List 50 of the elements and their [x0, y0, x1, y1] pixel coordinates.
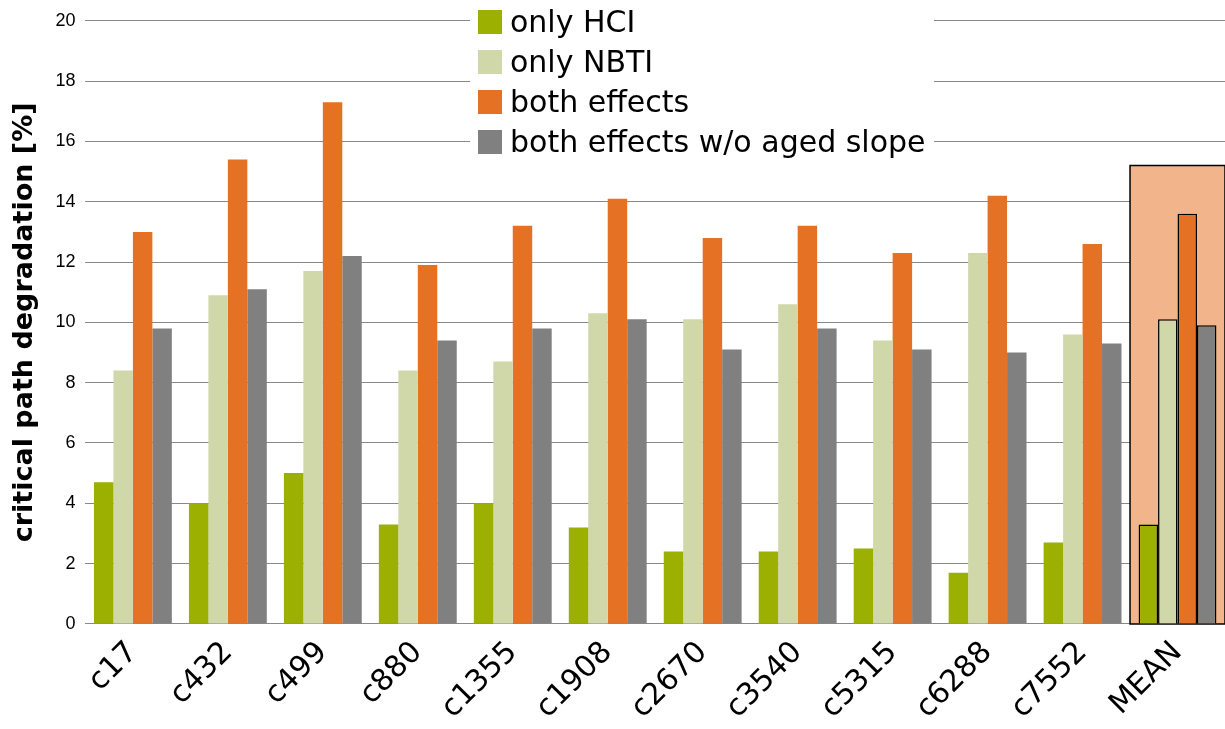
y-tick-label: 12 — [55, 251, 76, 272]
y-tick-label: 16 — [55, 130, 76, 151]
bar — [987, 195, 1008, 624]
bar — [93, 482, 114, 624]
bar — [1063, 334, 1083, 624]
y-tick-label: 4 — [65, 492, 76, 513]
legend-label: both effects — [510, 83, 690, 121]
bar — [797, 225, 818, 624]
bar — [968, 252, 988, 624]
bar — [322, 102, 343, 624]
legend-label: both effects w/o aged slope — [510, 123, 926, 161]
y-tick-label: 6 — [65, 431, 76, 452]
y-tick-label: 8 — [65, 371, 76, 392]
bar — [778, 304, 798, 624]
bar — [208, 295, 228, 624]
bar — [1043, 542, 1064, 624]
bar — [398, 370, 418, 624]
bar — [758, 551, 779, 624]
bar — [568, 527, 589, 624]
bar — [417, 265, 438, 624]
bar — [113, 370, 133, 624]
bar — [588, 313, 608, 624]
bar — [512, 225, 533, 624]
bar — [702, 237, 723, 624]
bar — [188, 503, 209, 624]
bar — [873, 340, 893, 624]
y-tick-label: 10 — [55, 311, 76, 332]
bar — [493, 361, 513, 624]
y-tick-label: 14 — [55, 190, 76, 211]
bar — [853, 548, 874, 624]
x-tick-label: c17 — [79, 633, 144, 697]
legend-label: only NBTI — [510, 43, 654, 81]
bar — [607, 198, 628, 624]
bar — [473, 503, 494, 624]
y-tick-label: 2 — [65, 552, 76, 573]
bar — [1082, 243, 1103, 624]
bar — [227, 159, 248, 624]
bar — [303, 271, 323, 624]
bar — [132, 231, 153, 624]
y-tick-label: 20 — [55, 9, 76, 30]
bar — [378, 524, 399, 624]
bar — [948, 572, 969, 624]
bar — [283, 473, 304, 624]
bar — [683, 319, 703, 624]
legend-label: only HCI — [510, 3, 636, 41]
bar — [892, 252, 913, 624]
bar — [663, 551, 684, 624]
y-axis-title: critical path degradation [%] — [7, 102, 39, 543]
y-tick-label: 18 — [55, 70, 76, 91]
y-tick-label: 0 — [65, 612, 76, 633]
